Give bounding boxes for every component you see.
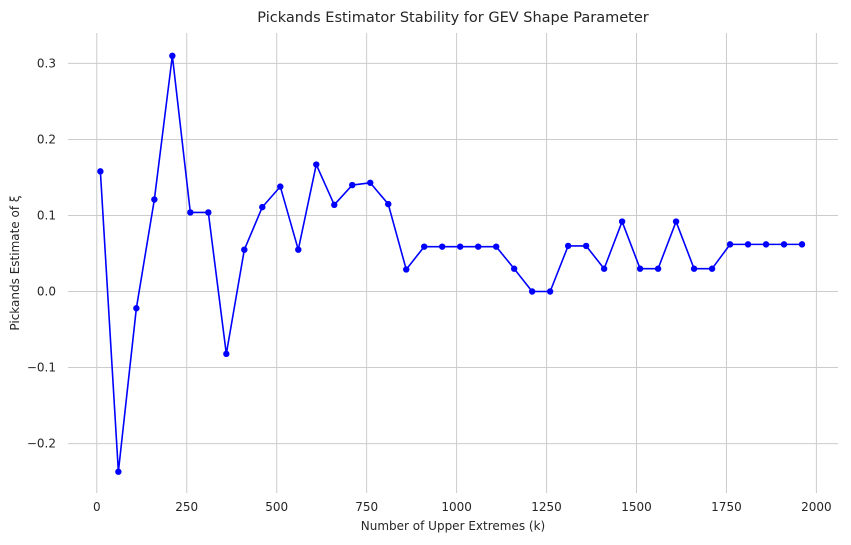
y-tick-labels: −0.2 −0.1 0.0 0.1 0.2 0.3 [27, 56, 56, 450]
x-axis-label: Number of Upper Extremes (k) [361, 519, 545, 533]
data-point [421, 243, 428, 250]
x-tick-label: 0 [93, 500, 101, 514]
data-point [654, 265, 662, 272]
data-point [564, 242, 572, 250]
data-point [259, 203, 266, 211]
y-tick-label: −0.1 [27, 361, 56, 375]
data-point [403, 266, 410, 273]
chart-title: Pickands Estimator Stability for GEV Sha… [257, 10, 648, 26]
data-point [331, 201, 338, 209]
data-point [97, 168, 104, 175]
x-tick-labels: 0 250 500 750 1000 1250 1500 1750 2000 [93, 500, 832, 514]
data-point [169, 52, 176, 60]
y-tick-label: 0.3 [37, 56, 56, 70]
data-point [672, 218, 680, 225]
data-point [133, 305, 140, 312]
y-tick-label: 0.0 [37, 285, 56, 299]
data-point [744, 241, 752, 248]
data-point [690, 265, 698, 272]
x-tick-label: 500 [265, 500, 288, 514]
data-point [439, 243, 446, 250]
data-point [205, 209, 212, 216]
data-point [151, 196, 158, 203]
data-point [456, 243, 464, 250]
grid [68, 33, 838, 493]
data-point [115, 468, 122, 475]
data-point [385, 200, 392, 208]
data-point [780, 241, 788, 248]
data-point [295, 246, 302, 253]
data-point [726, 241, 734, 248]
data-point [798, 241, 806, 248]
y-tick-label: 0.1 [37, 208, 56, 222]
data-point [600, 265, 608, 272]
x-tick-label: 1500 [621, 500, 652, 514]
data-point [546, 288, 554, 295]
data-point [474, 243, 482, 250]
data-point [528, 288, 536, 295]
x-tick-label: 1750 [711, 500, 742, 514]
x-tick-label: 1000 [441, 500, 472, 514]
data-point [636, 265, 644, 272]
x-tick-label: 250 [175, 500, 198, 514]
series-line [99, 55, 803, 473]
y-axis-label: Pickands Estimate of ξ [8, 195, 22, 330]
data-point [708, 265, 716, 272]
data-point [349, 181, 356, 189]
series-layer [97, 52, 806, 475]
data-point [762, 241, 770, 248]
data-point [582, 242, 590, 250]
plot-area [68, 33, 838, 493]
data-point [510, 265, 518, 272]
x-tick-label: 750 [355, 500, 378, 514]
data-point [492, 243, 500, 250]
x-tick-label: 2000 [801, 500, 832, 514]
data-point [223, 350, 230, 358]
y-tick-label: 0.2 [37, 132, 56, 146]
data-point [277, 183, 284, 190]
data-point [241, 246, 248, 253]
x-tick-label: 1250 [531, 500, 562, 514]
data-point [618, 218, 626, 225]
data-point [313, 161, 320, 168]
data-point [367, 179, 374, 186]
y-tick-label: −0.2 [27, 437, 56, 451]
data-point [187, 209, 194, 216]
